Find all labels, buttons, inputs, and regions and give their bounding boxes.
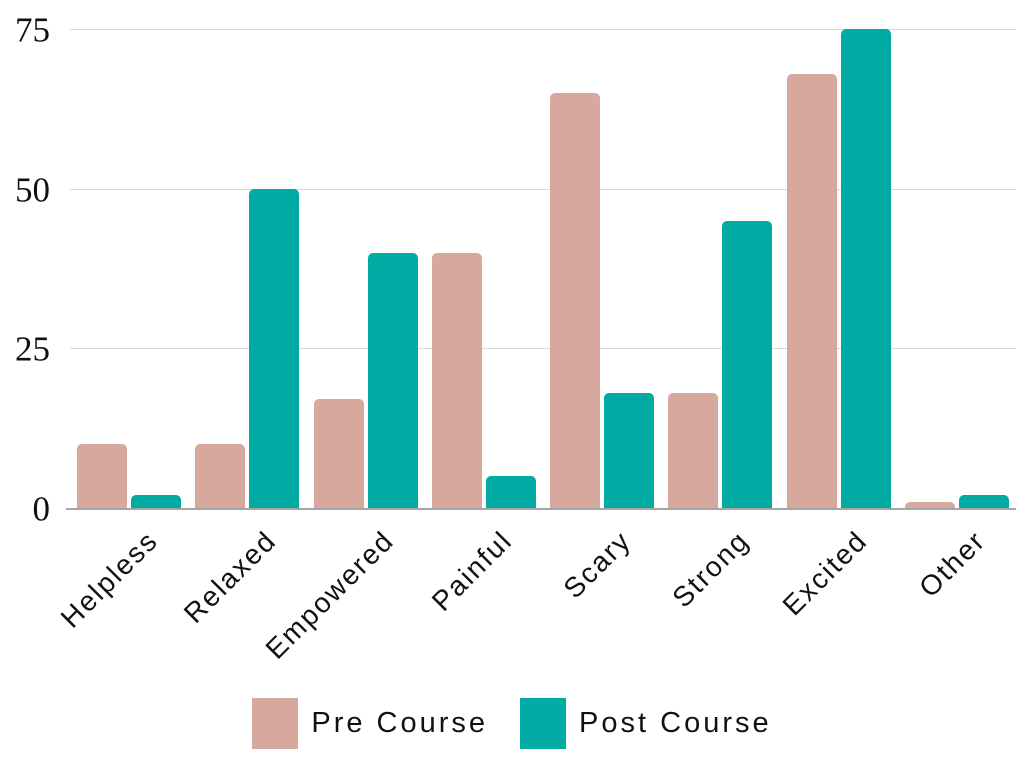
- bar-pre-course-relaxed: [195, 444, 246, 508]
- y-tick-label-50: 50: [15, 170, 50, 210]
- bar-pre-course-other: [904, 501, 955, 508]
- y-tick-label-0: 0: [32, 489, 51, 529]
- bar-pre-course-excited: [786, 73, 837, 508]
- bar-post-course-painful: [485, 476, 536, 508]
- gridline-25: [70, 348, 1016, 350]
- bar-pre-course-scary: [550, 92, 601, 508]
- x-label-excited: Excited: [776, 524, 874, 622]
- legend-label-post-course: Post Course: [579, 707, 772, 739]
- bar-post-course-other: [958, 495, 1009, 508]
- bar-pre-course-empowered: [313, 399, 364, 508]
- y-tick-label-25: 25: [15, 329, 50, 369]
- y-tick-label-75: 75: [15, 10, 50, 50]
- x-label-strong: Strong: [666, 524, 755, 614]
- bar-pre-course-helpless: [77, 444, 128, 508]
- x-axis-line: [66, 508, 1016, 510]
- bar-pre-course-painful: [431, 252, 482, 508]
- legend-label-pre-course: Pre Course: [311, 707, 489, 739]
- bar-post-course-excited: [840, 29, 891, 508]
- legend-swatch-pre-course: [252, 698, 299, 749]
- bar-post-course-empowered: [367, 252, 418, 508]
- gridline-50: [70, 188, 1016, 190]
- gridline-75: [70, 29, 1016, 30]
- x-label-other: Other: [912, 524, 992, 604]
- x-label-scary: Scary: [557, 524, 637, 605]
- legend-swatch-post-course: [520, 698, 567, 749]
- legend: Pre Course Post Course: [0, 698, 1024, 749]
- x-label-relaxed: Relaxed: [177, 524, 282, 630]
- x-label-painful: Painful: [426, 524, 519, 617]
- bar-post-course-helpless: [131, 495, 182, 508]
- bar-pre-course-strong: [668, 393, 719, 508]
- legend-item-pre-course: Pre Course: [252, 698, 488, 749]
- bar-post-course-scary: [604, 393, 655, 508]
- legend-item-post-course: Post Course: [520, 698, 772, 749]
- bar-post-course-strong: [722, 220, 773, 508]
- bar-post-course-relaxed: [249, 188, 300, 508]
- x-label-helpless: Helpless: [54, 524, 164, 634]
